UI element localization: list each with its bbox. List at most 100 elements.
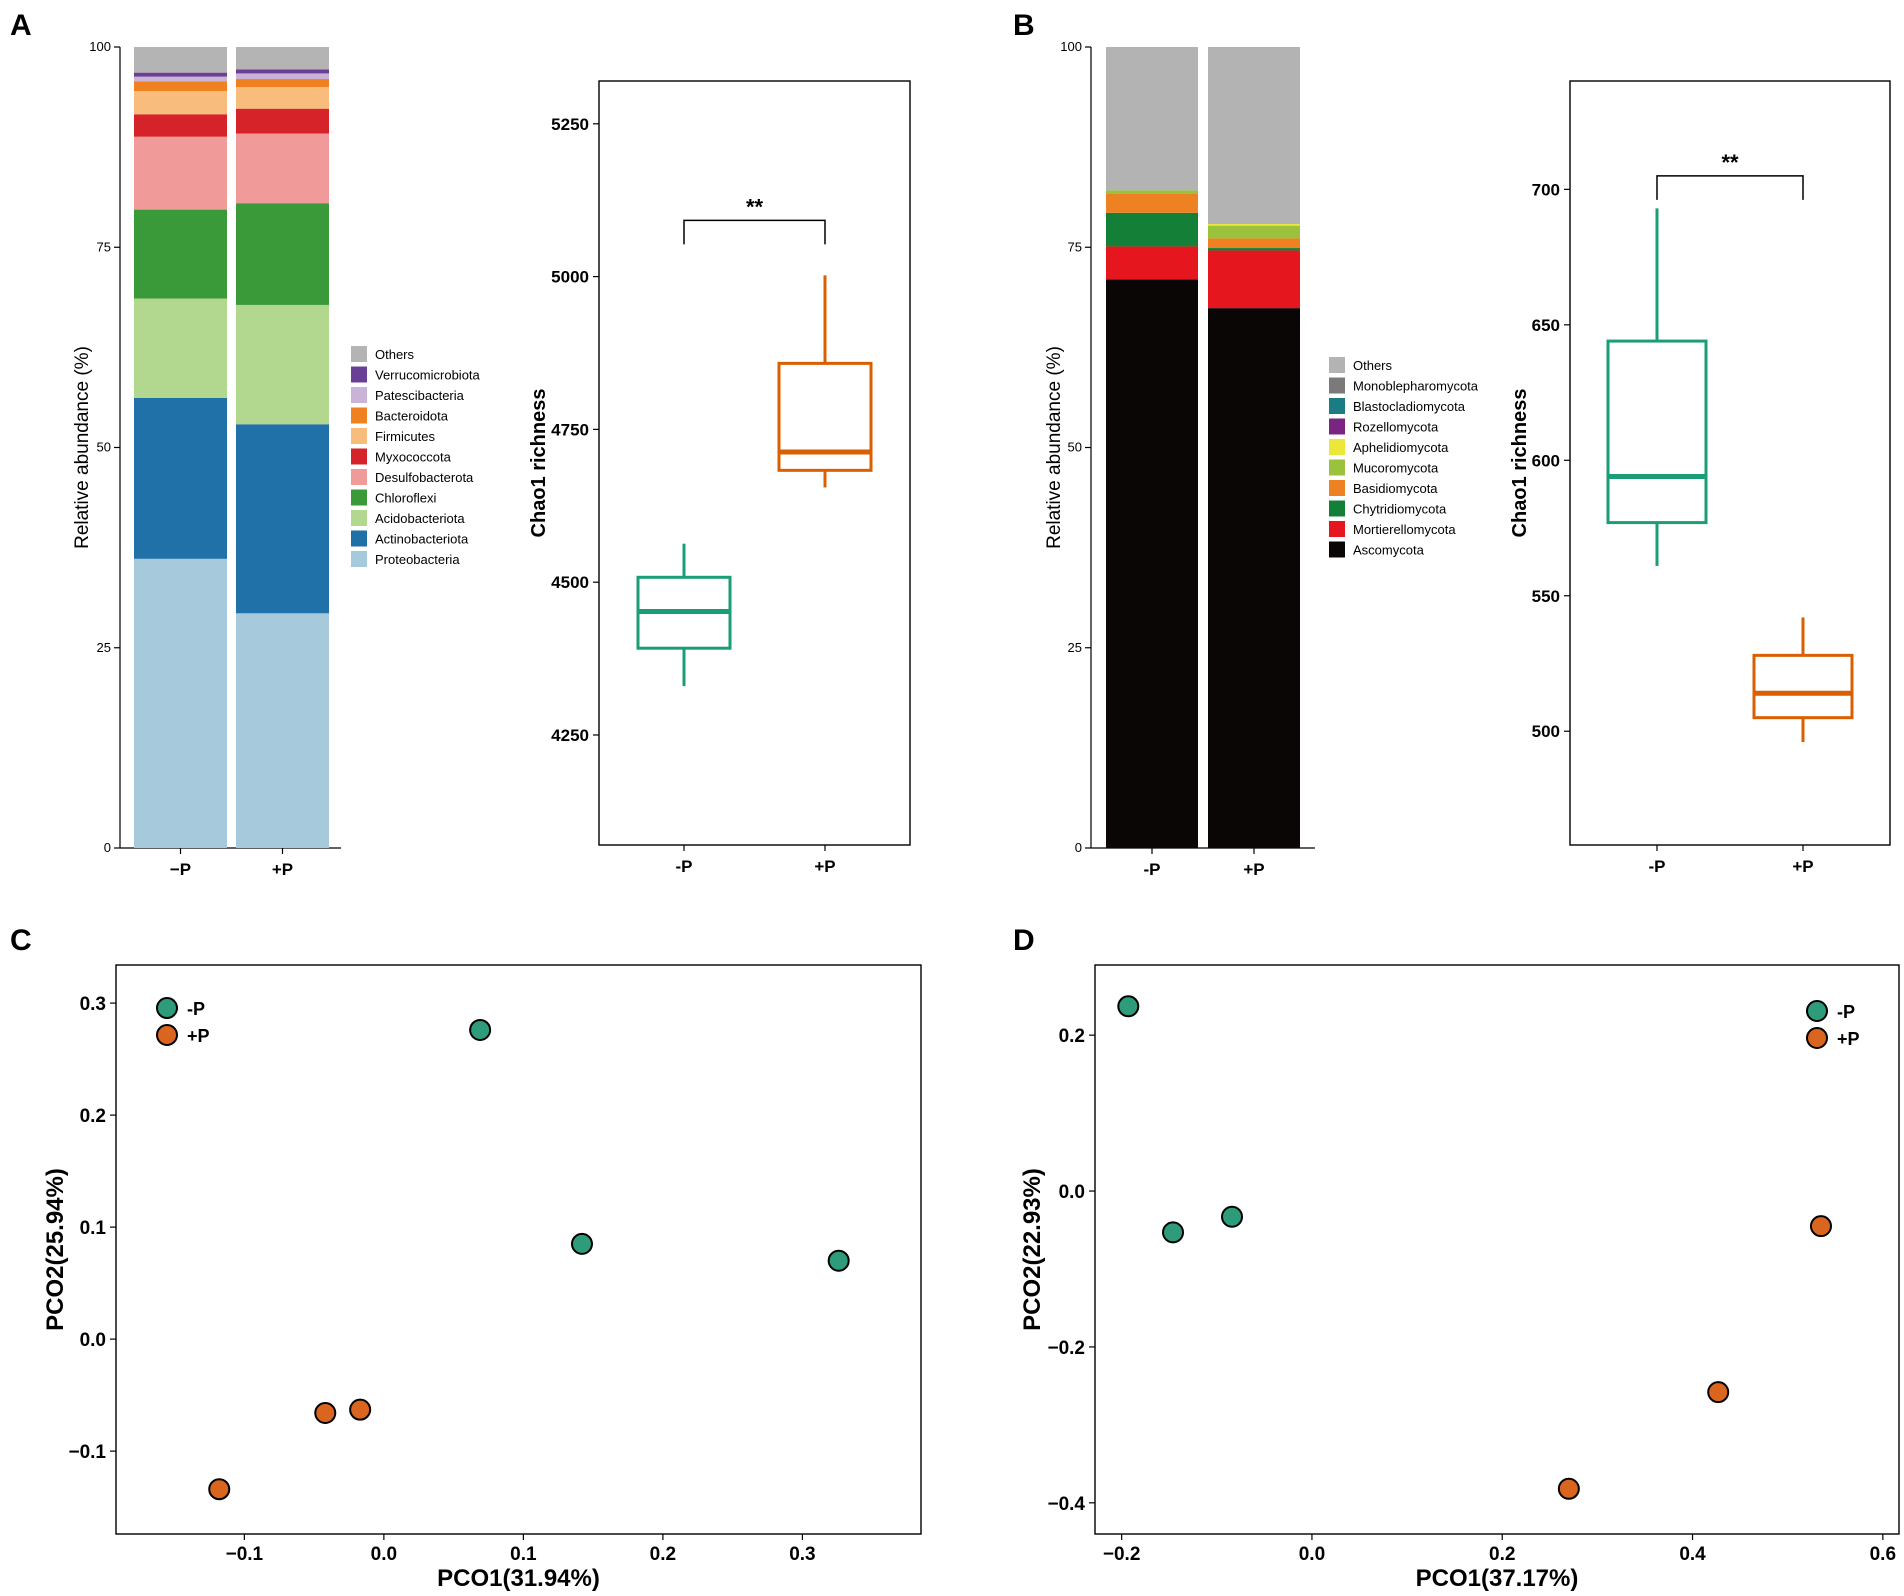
- legend-swatch: [1329, 398, 1345, 414]
- legend-swatch: [1329, 418, 1345, 435]
- legend-label: Others: [375, 347, 415, 362]
- panel-letter-d: D: [1013, 924, 1035, 957]
- y-tick-label: 0.0: [1059, 1182, 1085, 1203]
- bar-segment-desulfobacterota: [236, 133, 329, 204]
- legend-swatch: [1329, 541, 1345, 558]
- x-tick-label: 0.0: [1299, 1544, 1325, 1565]
- bar-segment-verrucomicrobiota: [236, 69, 329, 74]
- legend-marker: [156, 1024, 178, 1046]
- legend-label: Mortierellomycota: [1353, 522, 1456, 537]
- legend-label: -P: [1837, 1002, 1855, 1022]
- bar-segment-proteobacteria: [134, 558, 227, 848]
- x-axis-label: PCO1(37.17%): [1416, 1565, 1579, 1592]
- data-point-plus-p: [1809, 1215, 1832, 1238]
- y-tick-label: 5000: [551, 268, 589, 287]
- x-tick-label: 0.2: [650, 1544, 676, 1565]
- legend-marker: [156, 997, 178, 1019]
- legend-swatch: [351, 530, 367, 547]
- y-tick-label: 4750: [551, 420, 589, 439]
- legend-swatch: [351, 407, 367, 424]
- legend-label: Myxococcota: [375, 450, 452, 465]
- legend-label: Chloroflexi: [375, 491, 437, 506]
- data-point-minus-p: [1221, 1205, 1244, 1228]
- panel-letter-c: C: [10, 924, 32, 957]
- x-tick-label: −0.1: [226, 1544, 264, 1565]
- bar-segment-bacteroidota: [134, 81, 227, 92]
- panel-a-boxplot: 4250 4500 4750 5000 5250 -P +P ** Chao1 richness: [528, 80, 911, 876]
- legend-swatch: [351, 551, 367, 567]
- bar-segment-others: [1106, 47, 1198, 191]
- legend-swatch: [351, 346, 367, 362]
- y-tick-label: 600: [1532, 451, 1560, 470]
- bar-segment-ascomycota: [1106, 279, 1198, 848]
- legend-label: Basidiomycota: [1353, 481, 1438, 496]
- y-tick-label: 0.3: [80, 994, 106, 1015]
- legend-label: Others: [1353, 358, 1393, 373]
- data-point-minus-p: [1162, 1221, 1185, 1244]
- legend-swatch: [351, 387, 367, 403]
- y-tick-label: 50: [1068, 440, 1082, 455]
- significance-bracket: [683, 219, 826, 245]
- legend-marker: [1806, 1027, 1828, 1049]
- legend-label: Chytridiomycota: [1353, 502, 1447, 517]
- bar-segment-chloroflexi: [134, 209, 227, 299]
- y-tick-label: 0.1: [80, 1218, 107, 1239]
- y-axis-label: Relative abundance (%): [72, 346, 93, 549]
- bar-segment-desulfobacterota: [134, 136, 227, 210]
- bar-segment-mortierellomycota: [1106, 246, 1198, 280]
- panel-b-stacked-bar: 0 25 50 75 100 -P +P Relative abundance (%) Othe…: [1044, 39, 1479, 879]
- x-tick-label: +P: [1792, 857, 1813, 876]
- legend-label: Patescibacteria: [375, 388, 465, 403]
- y-tick-label: −0.4: [1047, 1494, 1085, 1515]
- y-tick-label: 0.2: [80, 1106, 106, 1127]
- bar-segment-others: [236, 47, 329, 70]
- y-tick-label: 100: [89, 39, 111, 54]
- y-tick-label: 0.2: [1059, 1026, 1085, 1047]
- legend-label: Acidobacteriota: [375, 511, 465, 526]
- legend-label: Firmicutes: [375, 429, 435, 444]
- y-tick-label: 0: [104, 840, 111, 855]
- data-point-plus-p: [208, 1478, 231, 1501]
- bar-segment-others: [134, 47, 227, 73]
- bar-segment-verrucomicrobiota: [134, 72, 227, 77]
- legend-marker: [1806, 1000, 1828, 1022]
- box-minus-p: [1606, 339, 1708, 525]
- legend-swatch: [1329, 480, 1345, 496]
- bar-segment-aphelidiomycota: [1208, 224, 1300, 226]
- y-tick-label: 25: [1068, 640, 1082, 655]
- y-tick-label: 550: [1532, 587, 1560, 606]
- legend-label: Proteobacteria: [375, 552, 460, 567]
- bar-segment-mortierellomycota: [1208, 250, 1300, 309]
- bar-segment-firmicutes: [134, 91, 227, 115]
- legend-swatch: [1329, 357, 1345, 373]
- y-axis-label: Chao1 richness: [1509, 389, 1531, 538]
- bar-segment-others: [1208, 47, 1300, 225]
- legend-swatch: [351, 448, 367, 465]
- y-axis-label: Relative abundance (%): [1044, 346, 1065, 549]
- bar-segment-actinobacteriota: [134, 397, 227, 559]
- x-tick-label: +P: [272, 860, 293, 879]
- bar-segment-myxococcota: [236, 108, 329, 134]
- y-tick-label: 650: [1532, 316, 1560, 335]
- legend-swatch: [1329, 521, 1345, 537]
- bar-segment-ascomycota: [1208, 308, 1300, 849]
- bar-segment-acidobacteriota: [134, 298, 227, 398]
- legend-label: Aphelidiomycota: [1353, 440, 1449, 455]
- plot-frame: [115, 964, 922, 1535]
- data-point-minus-p: [1117, 995, 1140, 1018]
- legend-label: Ascomycota: [1353, 543, 1425, 558]
- legend-swatch: [351, 510, 367, 526]
- significance-bracket: [1656, 175, 1804, 200]
- panel-c-pcoa-scatter: −0.1 0.0 0.1 0.2 0.3 −0.1 0.0 0.1 0.2 0.3 -P +P PCO1…: [42, 964, 922, 1592]
- bar-segment-chytridiomycota: [1106, 212, 1198, 247]
- y-tick-label: 0: [1075, 840, 1082, 855]
- x-tick-label: -P: [1144, 860, 1161, 879]
- y-tick-label: 4500: [551, 573, 589, 592]
- panel-d-pcoa-scatter: −0.2 0.0 0.2 0.4 0.6 −0.4 −0.2 0.0 0.2 -P +P PCO1(3…: [1019, 964, 1900, 1592]
- data-point-plus-p: [314, 1402, 337, 1425]
- legend-label: Actinobacteriota: [375, 532, 469, 547]
- panel-letter-b: B: [1013, 9, 1035, 42]
- significance-label: **: [1721, 150, 1739, 175]
- plot-frame: [1569, 80, 1891, 846]
- x-tick-label: -P: [1649, 857, 1666, 876]
